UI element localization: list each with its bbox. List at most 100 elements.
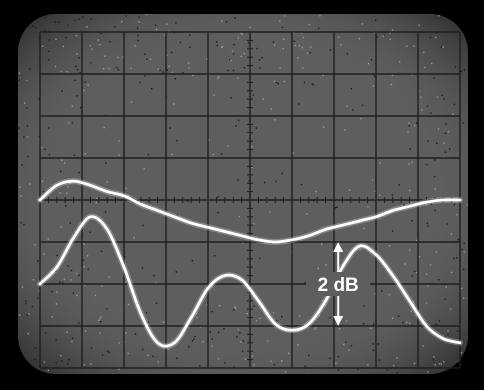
noise-speck xyxy=(155,282,157,284)
noise-speck xyxy=(283,38,285,40)
noise-speck xyxy=(443,361,445,363)
noise-speck xyxy=(363,227,365,229)
noise-speck xyxy=(218,76,220,78)
noise-speck xyxy=(313,200,315,202)
noise-speck xyxy=(300,183,303,186)
noise-speck xyxy=(247,133,249,135)
noise-speck xyxy=(310,46,312,48)
noise-speck xyxy=(48,50,50,53)
noise-speck xyxy=(303,81,306,84)
noise-speck xyxy=(240,32,242,35)
noise-speck xyxy=(249,26,251,29)
noise-speck xyxy=(266,340,269,342)
noise-speck xyxy=(169,127,171,129)
noise-speck xyxy=(19,186,21,188)
noise-speck xyxy=(194,335,196,338)
noise-speck xyxy=(71,122,73,124)
noise-speck xyxy=(409,189,411,192)
noise-speck xyxy=(443,142,445,144)
noise-speck xyxy=(48,39,51,41)
noise-speck xyxy=(461,248,463,250)
noise-speck xyxy=(329,49,331,51)
noise-speck xyxy=(164,34,166,36)
noise-speck xyxy=(139,81,141,84)
noise-speck xyxy=(127,352,129,355)
noise-speck xyxy=(174,78,177,80)
noise-speck xyxy=(96,197,98,200)
noise-speck xyxy=(133,237,135,239)
noise-speck xyxy=(424,66,426,69)
noise-speck xyxy=(272,311,275,314)
noise-speck xyxy=(383,34,385,36)
noise-speck xyxy=(427,225,429,227)
noise-speck xyxy=(138,16,140,18)
noise-speck xyxy=(456,330,459,332)
noise-speck xyxy=(34,244,36,246)
noise-speck xyxy=(443,98,445,100)
noise-speck xyxy=(408,163,410,165)
noise-speck xyxy=(434,188,437,190)
noise-speck xyxy=(315,327,317,329)
noise-speck xyxy=(60,226,62,228)
noise-speck xyxy=(343,343,345,346)
noise-speck xyxy=(105,162,107,164)
noise-speck xyxy=(436,96,439,98)
noise-speck xyxy=(94,294,97,297)
noise-speck xyxy=(373,323,375,325)
noise-speck xyxy=(162,321,165,323)
noise-speck xyxy=(308,23,310,26)
noise-speck xyxy=(457,360,459,363)
noise-speck xyxy=(281,26,284,29)
noise-speck xyxy=(298,315,301,317)
noise-speck xyxy=(221,46,224,48)
noise-speck xyxy=(345,341,347,343)
noise-speck xyxy=(453,103,456,106)
noise-speck xyxy=(159,69,161,71)
noise-speck xyxy=(55,38,57,40)
noise-speck xyxy=(462,122,464,124)
noise-speck xyxy=(304,282,306,284)
noise-speck xyxy=(26,107,28,109)
noise-speck xyxy=(244,358,247,360)
noise-speck xyxy=(72,337,74,339)
noise-speck xyxy=(255,127,257,129)
noise-speck xyxy=(100,32,102,35)
noise-speck xyxy=(205,58,208,60)
noise-speck xyxy=(151,88,153,90)
noise-speck xyxy=(48,154,51,156)
noise-speck xyxy=(433,77,435,79)
noise-speck xyxy=(444,132,447,134)
noise-speck xyxy=(344,129,346,131)
noise-speck xyxy=(391,74,394,77)
noise-speck xyxy=(162,71,164,73)
noise-speck xyxy=(319,15,321,17)
noise-speck xyxy=(65,36,67,39)
noise-speck xyxy=(103,126,105,129)
noise-speck xyxy=(79,107,82,109)
noise-speck xyxy=(179,41,182,44)
noise-speck xyxy=(106,308,108,310)
noise-speck xyxy=(348,189,351,191)
noise-speck xyxy=(418,24,420,27)
noise-speck xyxy=(104,211,107,213)
noise-speck xyxy=(61,90,63,92)
noise-speck xyxy=(125,332,127,334)
noise-speck xyxy=(235,125,237,127)
annotation-arrowhead-down xyxy=(333,316,344,326)
noise-speck xyxy=(425,273,428,275)
noise-speck xyxy=(34,26,37,29)
noise-speck xyxy=(82,16,84,18)
noise-speck xyxy=(224,362,226,364)
noise-speck xyxy=(298,103,300,105)
noise-speck xyxy=(152,355,154,357)
noise-speck xyxy=(68,359,70,361)
noise-speck xyxy=(28,313,30,315)
noise-speck xyxy=(460,70,462,73)
noise-speck xyxy=(453,204,456,206)
noise-speck xyxy=(352,109,354,111)
noise-speck xyxy=(367,63,370,65)
noise-speck xyxy=(63,162,66,164)
noise-speck xyxy=(252,94,255,96)
noise-speck xyxy=(433,356,435,358)
noise-speck xyxy=(153,274,155,277)
